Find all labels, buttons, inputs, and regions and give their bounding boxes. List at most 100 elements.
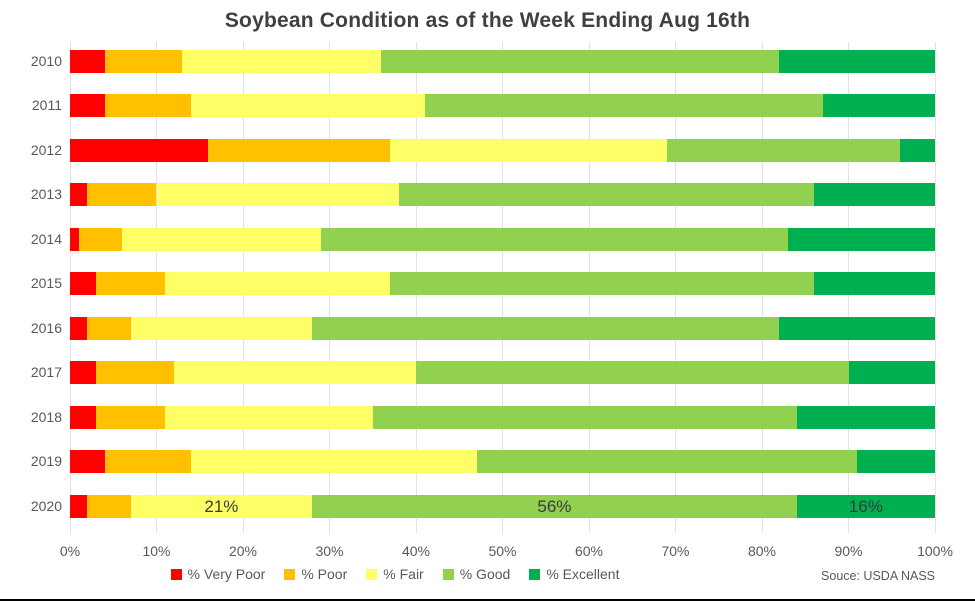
- bar-row-2017: [70, 361, 935, 385]
- gridline-100pct: [934, 42, 936, 533]
- bar-segment-2017-poor: [95, 361, 174, 385]
- legend-item-fair: % Fair: [366, 566, 424, 582]
- bar-segment-2013-verypoor: [70, 183, 88, 207]
- bar-segment-2011-good: [424, 94, 823, 118]
- y-axis-label-2013: 2013: [30, 186, 62, 203]
- x-axis-tick-80pct: 80%: [747, 543, 777, 559]
- bar-segment-2012-verypoor: [70, 138, 209, 162]
- x-axis-tick-30pct: 30%: [315, 543, 344, 559]
- x-axis-tick-100pct: 100%: [917, 543, 953, 559]
- bar-row-2020: 21% 56% 16%: [70, 494, 935, 518]
- bar-segment-2016-poor: [87, 316, 131, 340]
- bar-segment-2014-excellent: [787, 227, 935, 251]
- y-axis-label-2018: 2018: [30, 408, 62, 425]
- x-axis-tick-20pct: 20%: [228, 543, 258, 559]
- y-axis-label-2015: 2015: [30, 275, 62, 292]
- bar-segment-2015-verypoor: [70, 272, 96, 296]
- legend-swatch-icon: [170, 568, 182, 580]
- bar-segment-2016-excellent: [779, 316, 935, 340]
- bar-segment-2013-fair: [156, 183, 399, 207]
- legend-label: % Very Poor: [187, 566, 266, 582]
- bar-segment-2017-fair: [173, 361, 416, 385]
- bar-segment-2016-verypoor: [70, 316, 88, 340]
- bar-row-2014: [70, 227, 935, 251]
- bar-segment-2012-good: [666, 138, 901, 162]
- bar-row-2012: [70, 138, 935, 162]
- legend-item-good: % Good: [442, 566, 511, 582]
- x-axis-tick-10pct: 10%: [142, 543, 171, 559]
- legend-swatch-icon: [284, 568, 296, 580]
- bar-segment-2017-verypoor: [70, 361, 96, 385]
- legend-item-poor: % Poor: [284, 566, 347, 582]
- bar-segment-2020-poor: [87, 494, 131, 518]
- bar-segment-2013-excellent: [813, 183, 935, 207]
- bar-segment-2011-excellent: [822, 94, 935, 118]
- legend-swatch-icon: [529, 568, 541, 580]
- legend-label: % Excellent: [546, 566, 620, 582]
- bar-segment-2019-verypoor: [70, 450, 105, 474]
- bar-segment-2010-fair: [182, 49, 382, 73]
- bar-segment-2019-fair: [191, 450, 477, 474]
- legend-label: % Good: [459, 566, 511, 582]
- bar-segment-2011-fair: [191, 94, 425, 118]
- bar-segment-2012-excellent: [900, 138, 935, 162]
- bar-segment-2013-good: [398, 183, 814, 207]
- bar-segment-2014-verypoor: [70, 227, 79, 251]
- legend-item-verypoor: % Very Poor: [170, 566, 266, 582]
- bar-segment-2011-verypoor: [70, 94, 105, 118]
- bar-segment-2019-poor: [104, 450, 192, 474]
- bar-row-2018: [70, 405, 935, 429]
- bar-row-2019: [70, 450, 935, 474]
- bar-row-2011: [70, 94, 935, 118]
- bar-row-2015: [70, 272, 935, 296]
- bar-row-2013: [70, 183, 935, 207]
- data-label-2020-good: 56%: [537, 496, 572, 516]
- bar-segment-2018-good: [372, 405, 797, 429]
- y-axis-label-2014: 2014: [30, 230, 62, 247]
- bar-segment-2015-good: [390, 272, 814, 296]
- y-axis-label-2010: 2010: [30, 52, 62, 69]
- y-axis-label-2016: 2016: [30, 319, 62, 336]
- data-label-2020-excellent: 16%: [848, 496, 883, 516]
- bar-segment-2018-verypoor: [70, 405, 96, 429]
- bar-segment-2014-fair: [121, 227, 321, 251]
- x-axis-tick-40pct: 40%: [401, 543, 431, 559]
- bar-segment-2012-poor: [208, 138, 391, 162]
- x-axis-tick-70pct: 70%: [661, 543, 690, 559]
- bar-segment-2010-good: [381, 49, 780, 73]
- legend-swatch-icon: [366, 568, 378, 580]
- bar-segment-2015-fair: [165, 272, 391, 296]
- legend-swatch-icon: [442, 568, 454, 580]
- bar-segment-2010-excellent: [779, 49, 935, 73]
- y-axis-label-2012: 2012: [30, 141, 62, 158]
- x-axis-tick-50pct: 50%: [488, 543, 517, 559]
- data-label-2020-fair: 21%: [204, 496, 239, 516]
- bar-segment-2011-poor: [104, 94, 192, 118]
- y-axis-label-2019: 2019: [30, 453, 62, 470]
- bar-segment-2015-excellent: [813, 272, 935, 296]
- bar-segment-2014-good: [320, 227, 788, 251]
- x-axis-tick-60pct: 60%: [574, 543, 604, 559]
- bar-segment-2020-verypoor: [70, 494, 88, 518]
- bar-segment-2020-fair: [130, 494, 313, 518]
- plot-area: 21% 56% 16%: [69, 42, 936, 533]
- legend-label: % Poor: [301, 566, 348, 582]
- source-note: Souce: USDA NASS: [821, 569, 935, 583]
- chart-title: Soybean Condition as of the Week Ending …: [224, 9, 751, 32]
- y-axis-label-2011: 2011: [31, 97, 62, 114]
- legend-label: % Fair: [383, 566, 424, 582]
- bar-segment-2018-poor: [95, 405, 166, 429]
- bar-segment-2010-poor: [104, 49, 183, 73]
- bar-segment-2019-good: [476, 450, 858, 474]
- bar-segment-2012-fair: [390, 138, 667, 162]
- x-axis-tick-90pct: 90%: [834, 543, 863, 559]
- bar-row-2010: [70, 49, 935, 73]
- bar-segment-2019-excellent: [857, 450, 935, 474]
- bar-segment-2015-poor: [95, 272, 166, 296]
- bar-segment-2014-poor: [78, 227, 122, 251]
- legend: % Very Poor % Poor % Fair % Good % Excellent: [0, 566, 790, 582]
- x-axis-tick-0pct: 0%: [59, 543, 81, 559]
- bar-segment-2016-fair: [130, 316, 313, 340]
- bar-segment-2020-good: [312, 494, 797, 518]
- bar-segment-2018-fair: [165, 405, 373, 429]
